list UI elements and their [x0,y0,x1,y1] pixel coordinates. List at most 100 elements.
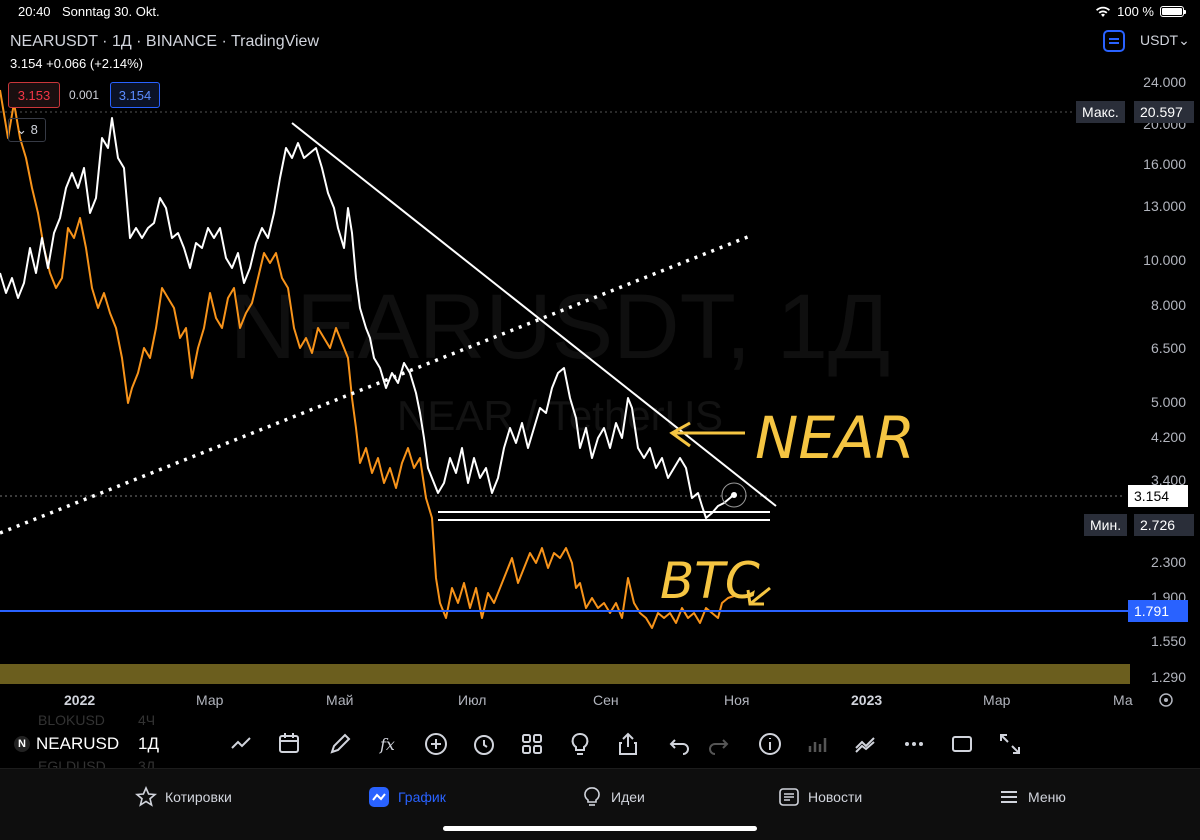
tab-menu[interactable]: Меню [998,786,1066,808]
menu-icon [1001,791,1017,803]
near-series-line [0,117,737,519]
btc-annotation: BTC [660,552,760,610]
crosshair-marker[interactable] [721,482,747,508]
alarm-clock-icon[interactable] [470,730,498,758]
tab-label: Новости [808,789,863,805]
spread-value: 0.001 [68,88,100,102]
max-label-tag: Макс. [1076,101,1125,123]
price-tick: 1.550 [1150,633,1186,649]
price-tick: 6.500 [1150,340,1186,356]
time-tick: Май [326,692,354,708]
price-tick: 5.000 [1150,394,1186,410]
home-indicator[interactable] [443,826,757,831]
bottom-toolbar: BLOKUSD 4Ч EGLDUSD 3Д [0,712,1200,774]
svg-text:fx: fx [379,735,395,754]
line-chart-type-icon[interactable] [228,730,256,758]
replay-calendar-icon[interactable] [276,730,304,758]
star-icon [135,786,157,807]
watermark-pair: NEAR / TetherUS [397,392,723,439]
undo-icon[interactable] [666,730,694,758]
layout-grid-icon[interactable] [518,730,546,758]
symbol-search-button[interactable]: N NEARUSD [14,734,119,754]
more-dots-icon[interactable] [900,730,928,758]
time-tick: Мар [196,692,224,708]
lightbulb-idea-icon[interactable] [566,730,594,758]
indicator-count: 8 [30,122,38,137]
tab-label: Котировки [165,789,232,805]
ghost-interval-top: 4Ч [138,712,156,728]
price-tick: 3.400 [1150,472,1186,488]
time-tick: Сен [593,692,619,708]
tab-label: График [398,789,446,805]
price-tick: 10.000 [1143,252,1186,268]
lightbulb-icon [584,787,600,806]
wifi-icon [1096,6,1111,17]
tab-news[interactable]: Новости [778,786,862,808]
near-annotation: NEAR [755,404,915,472]
tab-label: Идеи [611,789,645,805]
status-time: 20:40 [18,4,51,19]
indicators-collapse-button[interactable]: ⌄ 8 [8,118,46,142]
redo-icon[interactable] [704,730,732,758]
btc-arrow [749,586,771,606]
tab-ideas[interactable]: Идеи [581,786,645,808]
time-tick: 2023 [851,692,883,708]
tab-label: Меню [1028,789,1066,805]
chart-symbol-title[interactable]: NEARUSDT · 1Д · BINANCE · TradingView [10,33,319,50]
axis-settings-icon[interactable] [1159,693,1173,707]
chevron-down-icon: ⌄ [1178,32,1190,48]
price-tick: 4.200 [1150,429,1186,445]
last-price-tag: 3.154 [1128,485,1188,507]
watermark-symbol: NEARUSDT, 1Д [230,276,890,378]
price-tick: 24.000 [1143,74,1186,90]
near-logo-icon: N [14,736,30,752]
battery-percent: 100 % [1117,4,1154,19]
info-icon[interactable] [756,730,784,758]
chart-area[interactable]: NEARUSDT, 1Д NEAR / TetherUS NEAR BTC [0,28,1200,718]
time-tick: Мар [983,692,1011,708]
financials-bars-icon[interactable] [804,730,832,758]
currency-dropdown[interactable]: USDT⌄ [1140,32,1190,49]
news-icon [779,788,799,806]
compare-icon[interactable] [1103,30,1125,52]
bid-price-button[interactable]: 3.153 [8,82,60,108]
btc-arrow-head [746,589,764,606]
price-tick: 16.000 [1143,156,1186,172]
ghost-symbol-top: BLOKUSD [38,712,105,728]
max-value-tag: 20.597 [1134,101,1194,123]
crosshair-dot [731,492,737,498]
fullscreen-expand-icon[interactable] [996,730,1024,758]
indicators-fx-icon[interactable]: fx [374,730,402,758]
price-tick: 2.300 [1150,554,1186,570]
status-indicators: 100 % [1095,4,1186,19]
blue-level-tag: 1.791 [1128,600,1188,622]
tab-chart[interactable]: График [368,786,446,808]
drawing-pen-icon[interactable] [326,730,354,758]
near-arrow-head [669,421,691,448]
price-tick: 8.000 [1150,297,1186,313]
chevron-down-icon: ⌄ [16,122,28,137]
min-value-tag: 2.726 [1134,514,1194,536]
share-icon[interactable] [614,730,642,758]
price-tick: 13.000 [1143,198,1186,214]
add-plus-icon[interactable] [422,730,450,758]
descending-trendline [291,122,777,507]
compare-symbols-icon[interactable] [852,730,880,758]
time-tick: Ноя [724,692,750,708]
olive-range-band [0,664,1130,684]
status-date: Sonntag 30. Okt. [62,4,160,19]
price-chart[interactable]: NEARUSDT, 1Д NEAR / TetherUS NEAR BTC [0,28,1200,718]
tab-quotes[interactable]: Котировки [135,786,232,808]
time-tick: Июл [458,692,487,708]
time-tick: Ма [1113,692,1133,708]
status-bar: 20:40 Sonntag 30. Okt. 100 % [0,0,1200,24]
rectangle-tool-icon[interactable] [948,730,976,758]
currency-label: USDT [1140,32,1179,48]
price-change: 3.154 +0.066 (+2.14%) [10,56,143,71]
ask-price-button[interactable]: 3.154 [110,82,160,108]
price-tick: 1.290 [1150,669,1186,685]
time-tick: 2022 [64,692,96,708]
chart-icon [369,787,389,807]
toolbar-symbol: NEARUSD [36,734,120,753]
interval-button[interactable]: 1Д [138,734,159,753]
